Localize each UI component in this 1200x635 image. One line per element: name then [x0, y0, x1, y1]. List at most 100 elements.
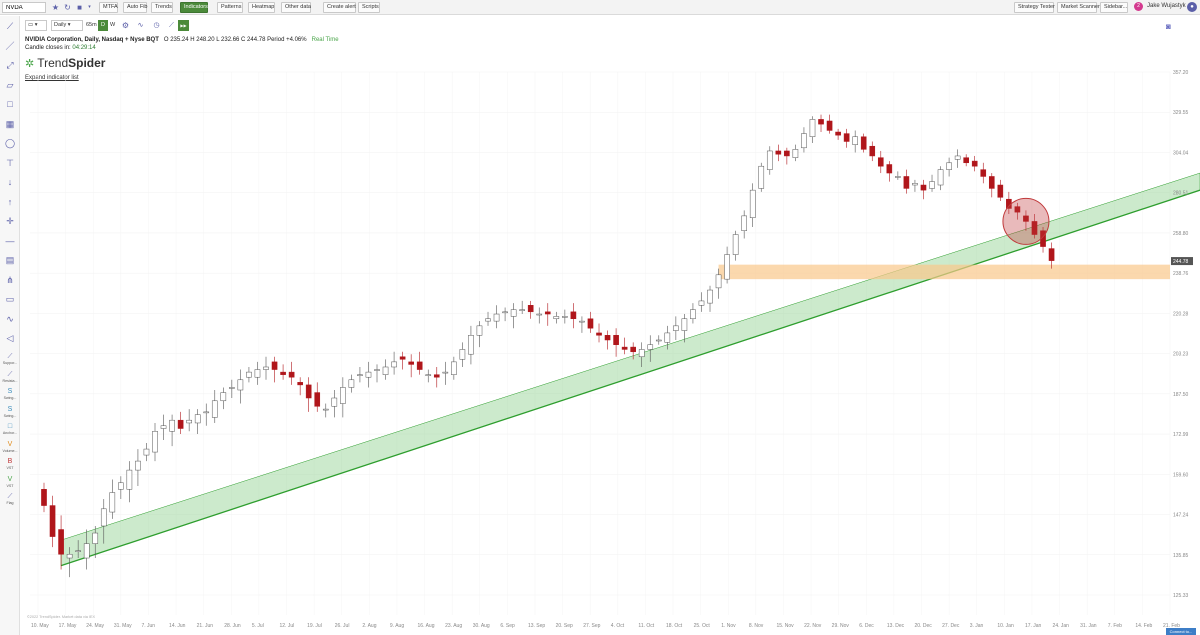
toolbar-button-create-alert[interactable]: Create alert	[323, 2, 356, 13]
weekly-toggle[interactable]: W	[110, 22, 116, 28]
candle-up	[937, 169, 944, 186]
wave-icon[interactable]: ∿	[137, 22, 144, 29]
saved-drawing-label[interactable]: Anchor...	[2, 431, 18, 435]
top-toolbar: ★ ↻ ■ ▾ MTFA Auto Fib Trends Indicators Patt…	[0, 0, 1200, 15]
saved-drawing-label[interactable]: VST	[6, 466, 14, 470]
candle-up	[203, 411, 210, 414]
candle-up	[707, 289, 713, 304]
saved-drawing-icon[interactable]: B	[7, 458, 13, 465]
connect-button[interactable]: Connect to...	[1166, 628, 1196, 635]
pitchfork-icon[interactable]: ⋔	[6, 274, 14, 285]
saved-drawing-label[interactable]: Swing...	[3, 413, 17, 418]
candle-up	[186, 419, 192, 424]
arrow-up-icon[interactable]: ↑	[7, 196, 13, 207]
user-avatar-icon[interactable]: ●	[1187, 2, 1197, 12]
x-axis-tick-label: 4. Oct	[611, 623, 625, 629]
interval-select[interactable]: Daily ▾	[51, 20, 83, 31]
candle-down	[971, 160, 978, 167]
horizontal-line-icon[interactable]: —	[5, 235, 15, 246]
saved-drawing-icon[interactable]: ⟋	[7, 493, 13, 500]
path-icon[interactable]: ∿	[6, 313, 14, 324]
candle-down	[544, 311, 551, 315]
candle-up	[451, 361, 457, 375]
candle-down	[988, 176, 995, 189]
candle-up	[75, 550, 81, 552]
candle-down	[527, 305, 534, 313]
toolbar-button-patterns[interactable]: Patterns	[217, 2, 243, 13]
saved-drawing-label[interactable]: VST	[6, 483, 14, 488]
timeframe-label[interactable]: 65m	[86, 22, 97, 28]
line-chart-icon[interactable]: ⟋	[169, 22, 174, 29]
daily-toggle[interactable]: D	[98, 20, 108, 31]
ruler-icon[interactable]: ▭	[5, 294, 15, 304]
star-icon[interactable]: ★	[51, 3, 60, 12]
saved-drawing-label[interactable]: Volume...	[2, 448, 18, 453]
interval-value: Daily	[54, 22, 67, 28]
toolbar-button-auto-fib[interactable]: Auto Fib	[123, 2, 147, 13]
candle-down	[280, 371, 286, 375]
toolbar-button-strategy-tester[interactable]: Strategy Tester	[1014, 2, 1055, 13]
saved-drawing-label[interactable]: Suppor...	[2, 361, 18, 365]
chevron-down-icon[interactable]: ▾	[88, 4, 91, 10]
toolbar-button-mtfa[interactable]: MTFA	[99, 2, 118, 13]
saved-drawing-icon[interactable]: S	[7, 405, 13, 413]
toolbar-button-other-data[interactable]: Other data	[281, 2, 311, 13]
saved-drawing-label[interactable]: Flag	[6, 501, 14, 505]
fib-icon[interactable]: ⊤	[6, 157, 14, 168]
candle-up	[852, 136, 858, 145]
candle-up	[66, 553, 73, 559]
saved-drawing-label[interactable]: Resista...	[2, 378, 18, 383]
fill-rectangle-icon[interactable]: ▦	[5, 118, 15, 129]
circle-icon[interactable]: ◯	[4, 138, 16, 148]
notification-badge[interactable]: 2	[1134, 2, 1143, 11]
price-chart[interactable]: 357.20 329.55 304.04 280.51 258.80 238.76 220.…	[20, 60, 1200, 635]
cross-icon[interactable]: ✛	[6, 216, 14, 226]
candle-up	[766, 150, 773, 170]
saved-drawing-icon[interactable]: ⟋	[7, 353, 13, 360]
x-axis-tick-label: 23. Aug	[445, 623, 462, 629]
saved-drawing-icon[interactable]: V	[7, 475, 13, 483]
toolbar-button-sidebar-[interactable]: Sidebar...	[1100, 2, 1128, 13]
vertical-line-icon[interactable]: ↓	[7, 177, 13, 187]
saved-drawing-icon[interactable]: □	[7, 423, 13, 430]
x-axis-tick-label: 11. Oct	[638, 623, 654, 629]
channel-icon[interactable]: ▱	[6, 79, 14, 90]
saved-drawing-label[interactable]: Swing...	[3, 396, 17, 400]
candle-up	[553, 316, 560, 320]
refresh-icon[interactable]: ↻	[64, 3, 71, 12]
toolbar-button-trends[interactable]: Trends	[151, 2, 173, 13]
rectangle-icon[interactable]: □	[7, 99, 13, 109]
candle-up	[135, 460, 141, 471]
toolbar-button-scripts[interactable]: Scripts	[358, 2, 380, 13]
gear-icon[interactable]: ⚙	[121, 21, 130, 30]
user-name[interactable]: Jake Wujastyk	[1147, 3, 1186, 9]
x-axis-tick-label: 14. Feb	[1135, 623, 1152, 629]
chart-type-select[interactable]: ▭ ▾	[25, 20, 47, 31]
candle-up	[638, 349, 645, 358]
saved-drawing-icon[interactable]: S	[7, 388, 13, 395]
x-axis-tick-label: 9. Aug	[390, 623, 404, 629]
triangle-icon[interactable]: ◁	[6, 333, 14, 343]
layout-icon[interactable]: ■	[77, 3, 82, 12]
trendline-icon[interactable]: ⟋	[6, 21, 14, 31]
extended-line-icon[interactable]: ⤢	[6, 60, 14, 70]
saved-drawing-icon[interactable]: ⟋	[7, 370, 13, 378]
toolbar-button-market-scanner[interactable]: Market Scanner	[1057, 2, 1100, 13]
toolbar-button-heatmap[interactable]: Heatmap	[248, 2, 275, 13]
replay-button[interactable]: ▶▶	[178, 20, 189, 31]
symbol-input[interactable]	[2, 2, 46, 13]
y-axis-tick-label: 304.04	[1173, 150, 1189, 156]
trendspider-logo: ✲ Trend Spider	[25, 56, 105, 70]
toolbar-button-indicators[interactable]: Indicators	[180, 2, 208, 13]
ray-icon[interactable]: ／	[5, 40, 15, 51]
expand-indicator-list-link[interactable]: Expand indicator list	[25, 75, 79, 81]
clock-icon[interactable]: ◷	[153, 22, 160, 29]
candle-up	[946, 162, 952, 170]
saved-drawing-icon[interactable]: V	[7, 440, 13, 448]
candle-up	[929, 181, 935, 189]
x-axis-tick-label: 18. Oct	[666, 623, 683, 629]
candle-down	[305, 384, 312, 399]
grid-icon[interactable]: ▤	[5, 255, 15, 265]
camera-icon[interactable]: ◙	[1166, 22, 1171, 31]
